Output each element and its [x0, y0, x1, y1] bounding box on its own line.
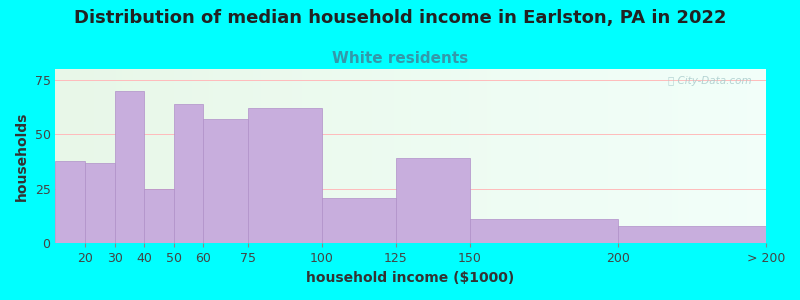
Bar [322, 198, 396, 243]
X-axis label: household income ($1000): household income ($1000) [306, 271, 514, 285]
Bar [85, 163, 114, 243]
Bar [203, 119, 248, 243]
Bar [174, 104, 203, 243]
Bar [55, 160, 85, 243]
Text: Distribution of median household income in Earlston, PA in 2022: Distribution of median household income … [74, 9, 726, 27]
Bar [396, 158, 470, 243]
Y-axis label: households: households [15, 112, 29, 201]
Bar [114, 91, 144, 243]
Bar [618, 226, 766, 243]
Bar [470, 219, 618, 243]
Bar [248, 108, 322, 243]
Text: White residents: White residents [332, 51, 468, 66]
Text: ⓘ City-Data.com: ⓘ City-Data.com [668, 76, 752, 86]
Bar [144, 189, 174, 243]
